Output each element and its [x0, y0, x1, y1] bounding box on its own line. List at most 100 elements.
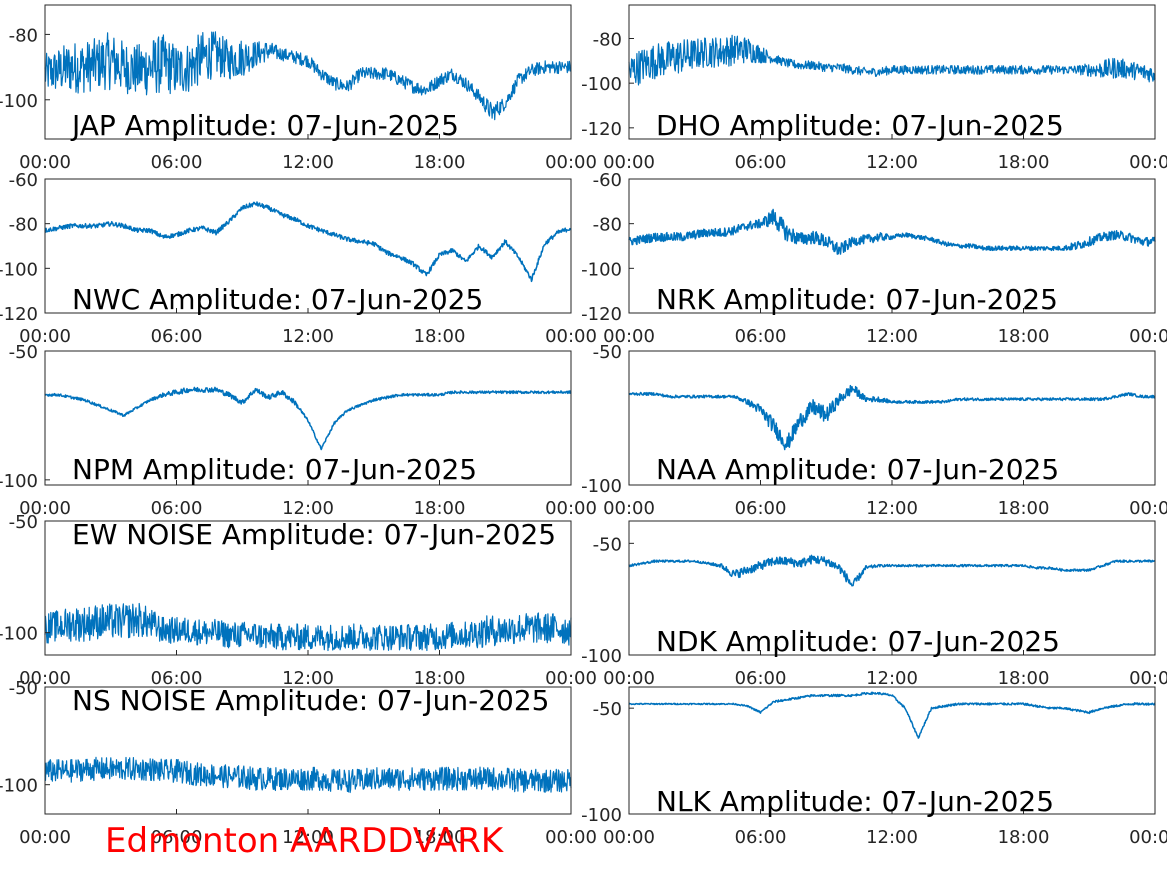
x-tick-label: 00:00 — [19, 152, 71, 173]
chart-panel: 00:00 06:00 12:00 18:00 00:00 -50 -100 EW NOISE… — [0, 512, 597, 689]
x-tick-label: 18:00 — [998, 668, 1050, 689]
x-tick-label: 06:00 — [151, 668, 203, 689]
y-tick-label: -120 — [581, 119, 622, 140]
x-tick-label: 06:00 — [151, 326, 203, 347]
x-tick-label: 12:00 — [282, 498, 334, 519]
y-tick-label: -100 — [0, 776, 38, 797]
x-tick-label: 00:00 — [1129, 152, 1167, 173]
y-tick-label: -80 — [9, 215, 38, 236]
x-tick-label: 18:00 — [414, 668, 466, 689]
panel-title: NAA Amplitude: 07-Jun-2025 — [656, 453, 1059, 486]
x-tick-label: 00:00 — [545, 827, 597, 848]
x-tick-label: 12:00 — [282, 827, 334, 848]
y-tick-label: -100 — [0, 91, 38, 112]
x-tick-label: 00:00 — [19, 326, 71, 347]
y-tick-label: -80 — [9, 25, 38, 46]
series-line — [628, 691, 1156, 739]
x-tick-label: 06:00 — [151, 498, 203, 519]
panel-title: NS NOISE Amplitude: 07-Jun-2025 — [72, 684, 549, 717]
chart-panel: 00:00 06:00 12:00 18:00 00:00 -50 -100 NLK Ampl… — [581, 686, 1167, 848]
y-tick-label: -50 — [9, 342, 38, 363]
series-line — [628, 208, 1156, 255]
x-tick-label: 18:00 — [414, 827, 466, 848]
panel-title: JAP Amplitude: 07-Jun-2025 — [70, 109, 459, 142]
y-tick-label: -80 — [593, 30, 622, 51]
x-tick-label: 00:00 — [603, 326, 655, 347]
series-line — [44, 386, 572, 451]
x-tick-label: 12:00 — [866, 326, 918, 347]
series-line — [44, 756, 572, 794]
y-tick-label: -100 — [581, 259, 622, 280]
x-tick-label: 12:00 — [866, 668, 918, 689]
panel-title: EW NOISE Amplitude: 07-Jun-2025 — [72, 518, 556, 551]
series-line — [628, 384, 1156, 451]
x-tick-label: 00:00 — [545, 498, 597, 519]
x-tick-label: 12:00 — [282, 668, 334, 689]
y-tick-label: -100 — [581, 476, 622, 497]
x-tick-label: 06:00 — [735, 498, 787, 519]
x-tick-label: 18:00 — [998, 152, 1050, 173]
panel-title: NDK Amplitude: 07-Jun-2025 — [656, 625, 1060, 658]
x-tick-label: 00:00 — [1129, 326, 1167, 347]
y-tick-label: -50 — [593, 699, 622, 720]
chart-panel: 00:00 06:00 12:00 18:00 00:00 -80 -100 -120 DHO … — [581, 4, 1167, 173]
series-line — [628, 554, 1156, 587]
y-tick-label: -120 — [0, 304, 38, 325]
panel-title: NLK Amplitude: 07-Jun-2025 — [656, 785, 1054, 818]
x-tick-label: 00:00 — [603, 668, 655, 689]
x-tick-label: 06:00 — [151, 152, 203, 173]
x-tick-label: 00:00 — [19, 668, 71, 689]
y-tick-label: -100 — [0, 259, 38, 280]
x-tick-label: 00:00 — [603, 152, 655, 173]
x-tick-label: 06:00 — [735, 326, 787, 347]
y-tick-label: -100 — [581, 805, 622, 826]
series-line — [628, 34, 1156, 86]
x-tick-label: 06:00 — [735, 668, 787, 689]
y-tick-label: -100 — [581, 74, 622, 95]
x-tick-label: 00:00 — [19, 498, 71, 519]
series-line — [44, 31, 572, 121]
x-tick-label: 00:00 — [603, 498, 655, 519]
x-tick-label: 00:00 — [19, 827, 71, 848]
panel-title: NWC Amplitude: 07-Jun-2025 — [72, 283, 483, 316]
x-tick-label: 12:00 — [866, 498, 918, 519]
x-tick-label: 06:00 — [735, 152, 787, 173]
x-tick-label: 00:00 — [603, 827, 655, 848]
y-tick-label: -120 — [581, 304, 622, 325]
x-tick-label: 12:00 — [866, 827, 918, 848]
chart-panel: 00:00 06:00 12:00 18:00 00:00 -50 -100 NPM Ampl… — [0, 342, 597, 519]
x-tick-label: 18:00 — [414, 498, 466, 519]
y-tick-label: -50 — [593, 534, 622, 555]
x-tick-label: 12:00 — [282, 326, 334, 347]
chart-panel: 00:00 06:00 12:00 18:00 00:00 -60 -80 -100 -120 N… — [0, 170, 597, 347]
y-tick-label: -50 — [9, 512, 38, 533]
x-tick-label: 00:00 — [1129, 498, 1167, 519]
x-tick-label: 06:00 — [151, 827, 203, 848]
x-tick-label: 00:00 — [1129, 827, 1167, 848]
y-tick-label: -60 — [9, 170, 38, 191]
x-tick-label: 18:00 — [998, 326, 1050, 347]
site-label: Edmonton AARDDVARK — [105, 821, 505, 861]
chart-panel: 00:00 06:00 12:00 18:00 00:00 -80 -100 JAP Ampl… — [0, 4, 597, 173]
panel-title: DHO Amplitude: 07-Jun-2025 — [656, 109, 1064, 142]
y-tick-label: -100 — [0, 624, 38, 645]
series-line — [44, 602, 572, 652]
y-tick-label: -50 — [9, 678, 38, 699]
x-tick-label: 00:00 — [545, 326, 597, 347]
series-line — [44, 201, 572, 283]
y-tick-label: -60 — [593, 170, 622, 191]
y-tick-label: -100 — [581, 646, 622, 667]
chart-panel: 00:00 06:00 12:00 18:00 00:00 -50 -100 NAA Ampl… — [581, 342, 1167, 519]
chart-panel: 00:00 06:00 12:00 18:00 00:00 -60 -80 -100 -120 N… — [581, 170, 1167, 347]
x-tick-label: 18:00 — [414, 152, 466, 173]
x-tick-label: 06:00 — [735, 827, 787, 848]
panel-title: NRK Amplitude: 07-Jun-2025 — [656, 283, 1058, 316]
x-tick-label: 12:00 — [282, 152, 334, 173]
y-tick-label: -80 — [593, 215, 622, 236]
x-tick-label: 18:00 — [414, 326, 466, 347]
panel-title: NPM Amplitude: 07-Jun-2025 — [72, 453, 477, 486]
x-tick-label: 18:00 — [998, 498, 1050, 519]
x-tick-label: 00:00 — [1129, 668, 1167, 689]
y-tick-label: -100 — [0, 471, 38, 492]
